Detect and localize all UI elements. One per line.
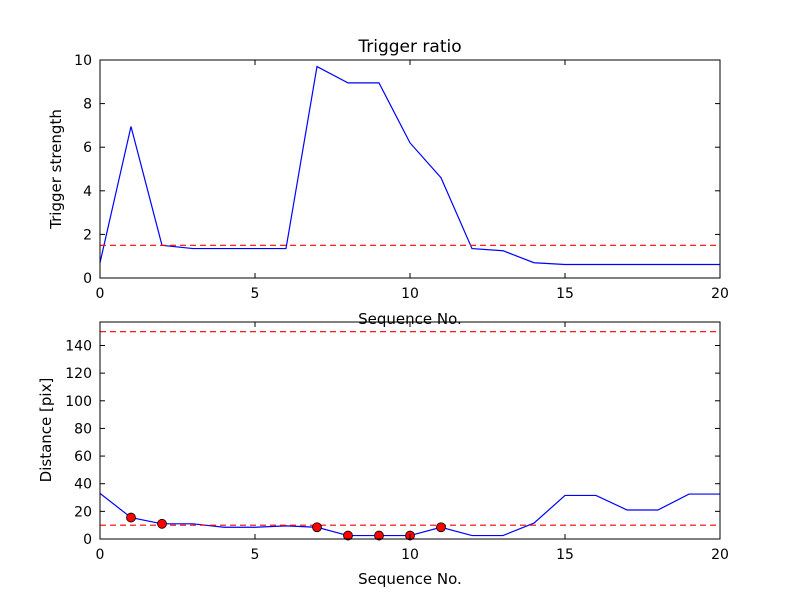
- bottom-y-tick-label: 100: [65, 394, 92, 410]
- top-y-tick-label: 4: [83, 184, 92, 200]
- top-y-tick-label: 8: [83, 97, 92, 113]
- bottom-y-tick-label: 140: [65, 338, 92, 354]
- top-x-tick-label: 15: [556, 286, 574, 302]
- bottom-x-tick-label: 15: [556, 547, 574, 563]
- top-y-tick-label: 6: [83, 140, 92, 156]
- bottom-y-tick-label: 0: [83, 532, 92, 548]
- top-x-axis-label: Sequence No.: [358, 310, 462, 328]
- top-ticks: 0 5 10 15 20 0 2 4 6 8 10: [74, 53, 729, 302]
- top-subplot: 0 5 10 15 20 0 2 4 6 8 10 Trigger ratio Sequence N…: [47, 37, 729, 328]
- top-x-tick-label: 20: [711, 286, 729, 302]
- bottom-ticks: 0 5 10 15 20 0 20 40 60 80 100 120 140: [65, 322, 729, 563]
- top-plot-content: [99, 65, 720, 266]
- bottom-y-tick-label: 80: [74, 421, 92, 437]
- top-series-line: [99, 65, 720, 266]
- bottom-marker-point: [312, 522, 322, 533]
- bottom-marker-point: [374, 530, 384, 541]
- bottom-y-tick-label: 120: [65, 366, 92, 382]
- top-chart-title: Trigger ratio: [357, 37, 461, 57]
- bottom-x-tick-label: 10: [401, 547, 419, 563]
- bottom-marker-point: [126, 512, 136, 523]
- bottom-y-tick-label: 20: [74, 504, 92, 520]
- top-x-tick-label: 5: [251, 286, 260, 302]
- bottom-marker-point: [343, 530, 353, 541]
- bottom-y-axis-label: Distance [pix]: [37, 378, 55, 483]
- top-x-tick-label: 0: [96, 286, 105, 302]
- top-y-axis-label: Trigger strength: [47, 109, 65, 230]
- bottom-x-tick-label: 0: [96, 547, 105, 563]
- top-x-tick-label: 10: [401, 286, 419, 302]
- top-y-tick-label: 2: [83, 227, 92, 243]
- bottom-marker-point: [157, 518, 167, 529]
- top-y-tick-label: 10: [74, 53, 92, 69]
- bottom-y-tick-label: 40: [74, 477, 92, 493]
- top-y-tick-label: 0: [83, 271, 92, 287]
- bottom-x-tick-label: 20: [711, 547, 729, 563]
- bottom-x-axis-label: Sequence No.: [358, 570, 462, 588]
- bottom-marker-point: [436, 522, 446, 533]
- bottom-x-tick-label: 5: [251, 547, 260, 563]
- bottom-y-tick-label: 60: [74, 449, 92, 465]
